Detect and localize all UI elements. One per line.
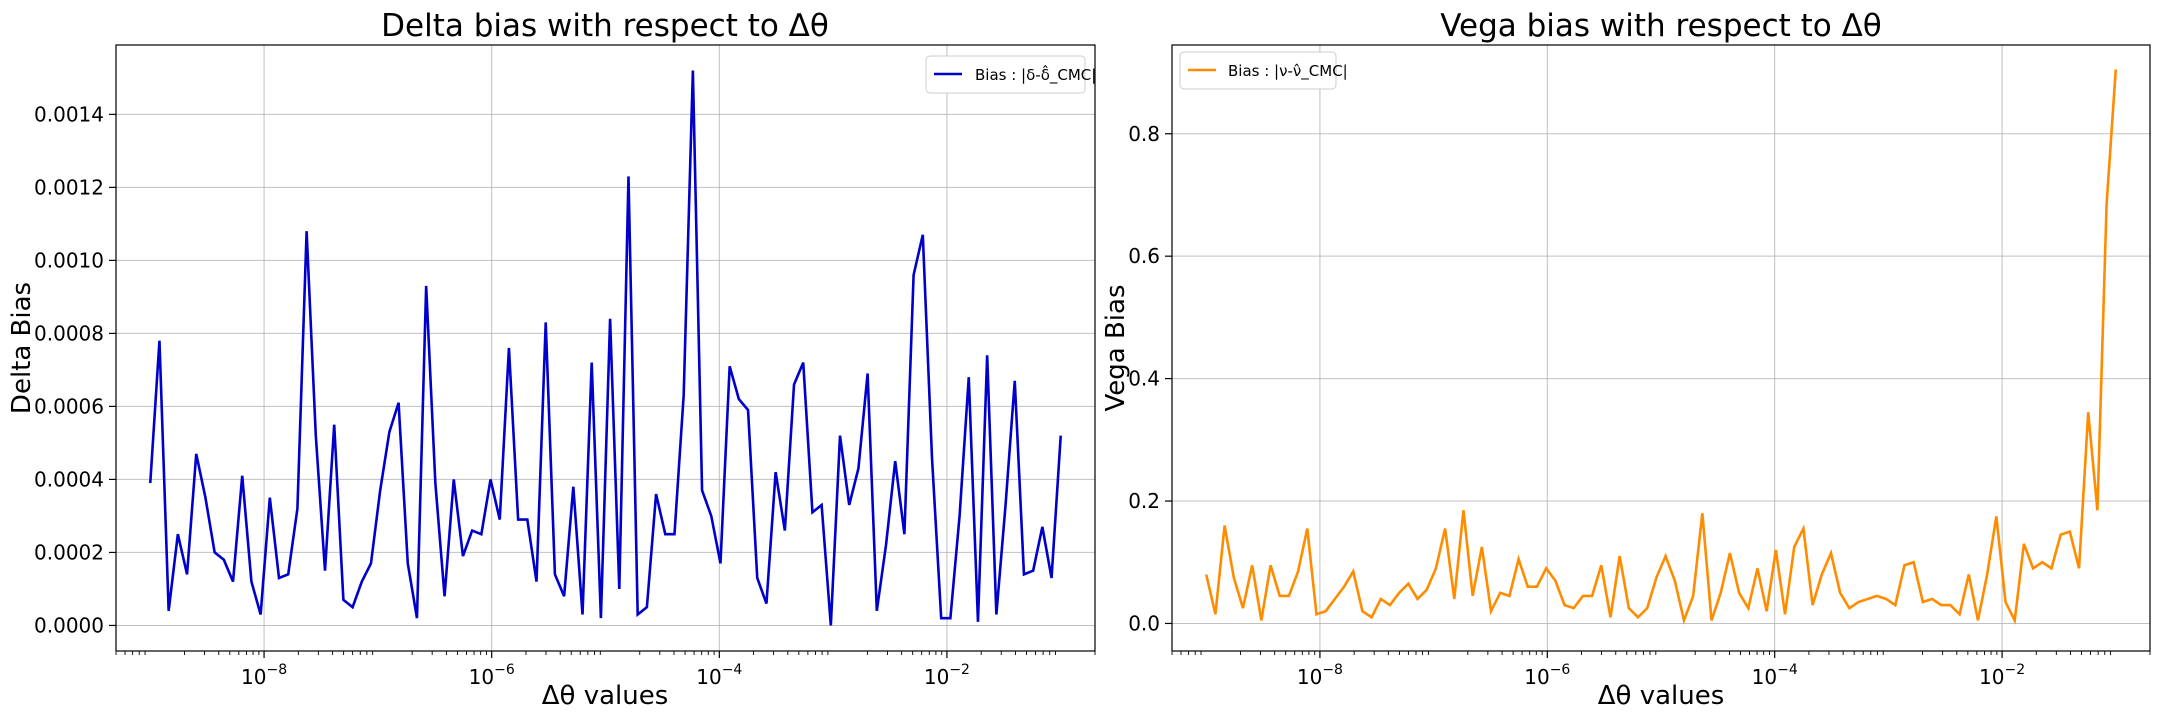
vega-y-tick-label: 0.6 [1128,244,1160,268]
delta-plot-area [116,45,1095,651]
delta-legend: Bias : |δ-δ̂_CMC| [925,55,1096,94]
delta-y-tick-label: 0.0012 [34,175,104,199]
vega-legend-label: Bias : |ν-ν̂_CMC| [1228,62,1348,81]
delta-x-axis-label: Δθ values [542,681,669,711]
vega-grid [1172,45,2150,651]
delta-legend-label: Bias : |δ-δ̂_CMC| [975,64,1096,85]
vega-plot-frame [1171,44,2151,652]
delta-chart-title: Delta bias with respect to Δθ [381,8,829,44]
delta-y-tick-label: 0.0014 [34,102,104,126]
delta-plot-frame [115,44,1096,652]
delta-bias-line [148,70,1063,626]
vega-chart-title: Vega bias with respect to Δθ [1440,8,1882,44]
vega-x-axis-label: Δθ values [1598,681,1725,711]
vega-legend-box [1179,51,1337,90]
delta-y-tick-label: 0.0008 [34,321,104,345]
vega-y-tick-label: 0.0 [1128,611,1160,635]
delta-legend-box [925,55,1086,94]
delta-ticks: 10−8 10−6 10−4 10−2 0.0000 0.0002 0.0004 0.0006… [34,102,1096,689]
vega-ticks: 10−8 10−6 10−4 10−2 0.0 0.2 0.4 0.6 0.8 [1128,122,2151,689]
delta-x-tick-label: 10−6 [469,662,515,689]
delta-y-tick-label: 0.0004 [34,467,104,491]
vega-x-tick-label: 10−2 [1979,662,2025,689]
delta-bias-chart: 10−8 10−6 10−4 10−2 0.0000 0.0002 0.0004 0.0006… [7,8,1096,711]
vega-x-tick-label: 10−4 [1752,662,1798,689]
delta-y-tick-label: 0.0002 [34,540,104,564]
delta-grid [116,45,1095,651]
delta-y-tick-label: 0.0010 [34,248,104,272]
vega-y-tick-label: 0.8 [1128,122,1160,146]
vega-bias-chart: 10−8 10−6 10−4 10−2 0.0 0.2 0.4 0.6 0.8 Vega bia… [1101,8,2151,711]
vega-y-axis-label: Vega Bias [1101,284,1131,411]
vega-y-tick-label: 0.4 [1128,367,1160,391]
delta-x-tick-label: 10−2 [924,662,970,689]
vega-x-tick-label: 10−6 [1524,662,1570,689]
delta-x-tick-label: 10−4 [696,662,742,689]
vega-legend: Bias : |ν-ν̂_CMC| [1179,51,1348,90]
delta-y-axis-label: Delta Bias [7,282,37,414]
delta-y-tick-label: 0.0006 [34,394,104,418]
vega-x-tick-label: 10−8 [1297,662,1343,689]
delta-x-tick-label: 10−8 [241,662,287,689]
vega-y-tick-label: 0.2 [1128,489,1160,513]
vega-plot-area [1172,45,2150,651]
vega-bias-line [1204,69,2118,625]
delta-y-tick-label: 0.0000 [34,613,104,637]
